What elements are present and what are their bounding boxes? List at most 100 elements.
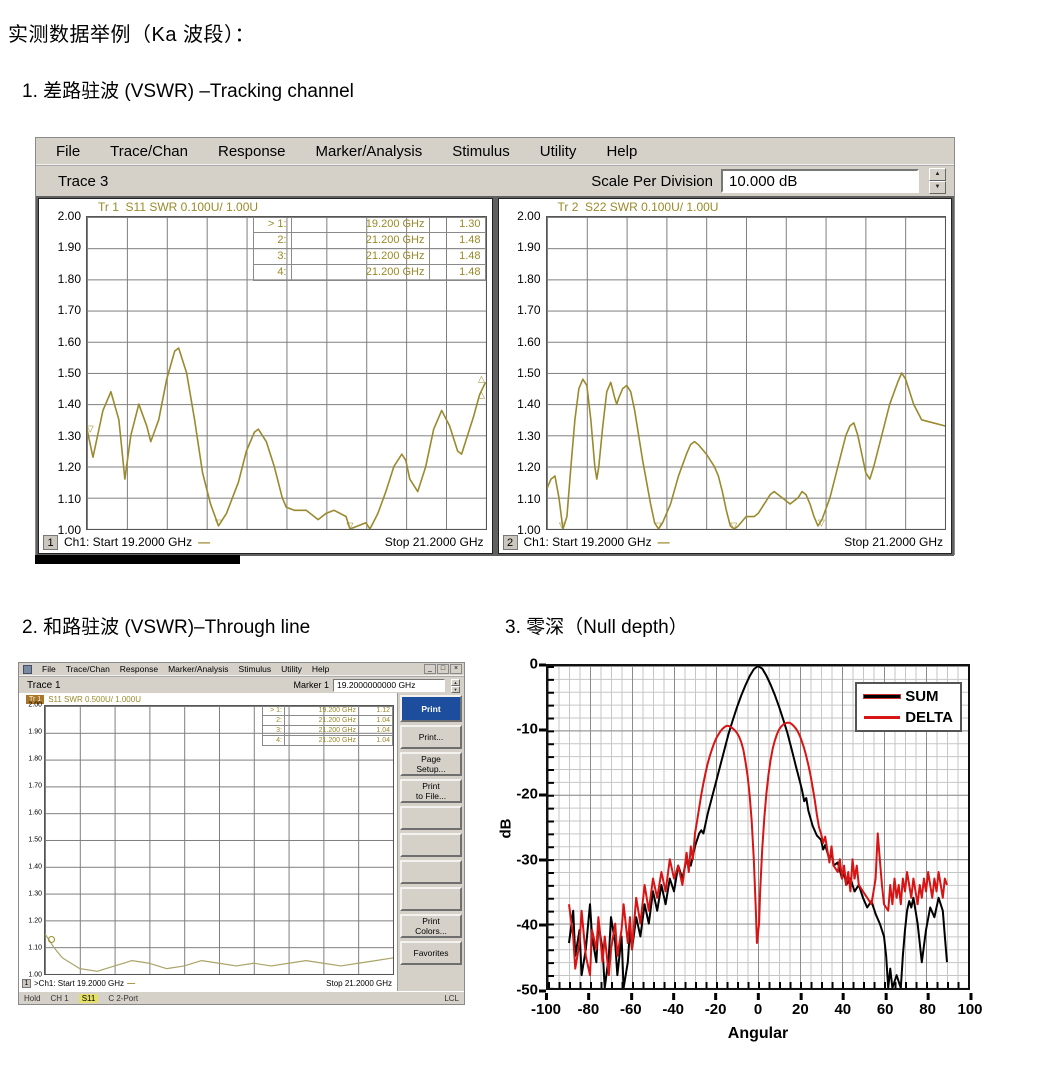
y-tick-1: 1.90	[57, 240, 81, 255]
marker-row: 3: 21.200 GHz 1.48	[252, 249, 486, 265]
marker-triangle-icon	[478, 390, 485, 399]
marker-number: 2:	[252, 233, 292, 249]
y-tick-5: 1.50	[517, 366, 541, 380]
marker-triangle-icon	[215, 518, 222, 527]
y-tick-0: 2.00	[517, 209, 541, 223]
channel-1-button[interactable]: 1	[43, 534, 58, 550]
s11-trace	[87, 217, 486, 529]
softkey-button-6[interactable]	[400, 860, 462, 884]
y-tick-0: 2.00	[28, 701, 42, 709]
y-tick-label-3: -30	[516, 851, 546, 869]
trace-header-text: S11 SWR 0.500U/ 1.000U	[48, 695, 141, 704]
y-tick-2: 1.80	[517, 271, 541, 286]
window-button-0[interactable]: _	[424, 664, 436, 674]
y-tick-label-5: -50	[516, 981, 546, 999]
panel-s22-body: 2.00 1.90 1.80 1.70 1.60 1.50 1.40 1.30 1.20 1.10…	[500, 209, 946, 537]
stepper-up-icon[interactable]: ▲	[451, 678, 460, 686]
y-tick-9: 1.10	[57, 491, 81, 506]
status-lcl: LCL	[444, 993, 459, 1003]
marker-value: 1.48	[428, 249, 486, 265]
s11-trace	[45, 706, 393, 974]
menu-item-1[interactable]: Trace/Chan	[65, 664, 110, 674]
marker-row: 4: 21.200 GHz 1.48	[252, 265, 486, 281]
softkey-button-4[interactable]	[400, 806, 462, 830]
marker-number: 3:	[262, 726, 285, 736]
menu-item-5[interactable]: Utility	[539, 142, 577, 160]
section-1-heading: 1. 差路驻波 (VSWR) –Tracking channel	[22, 81, 354, 102]
menu-item-3[interactable]: Marker/Analysis	[315, 142, 423, 160]
marker-triangle-icon	[478, 375, 485, 384]
y-tick-3: 1.70	[57, 303, 81, 318]
y-tick-label-2: -20	[516, 785, 546, 803]
legend-entry-sum: SUM	[863, 688, 953, 705]
marker-triangle-icon	[87, 425, 94, 434]
y-tick-10: 1.00	[28, 971, 42, 979]
softkey-button-9[interactable]: Favorites	[400, 941, 462, 965]
softkey-button-0[interactable]: Print	[400, 695, 462, 722]
marker-frequency: 21.200 GHz	[284, 736, 359, 746]
softkey-button-8[interactable]: Print Colors...	[400, 914, 462, 938]
scale-value-input[interactable]: 10.000 dB	[721, 169, 919, 193]
menu-item-2[interactable]: Response	[217, 142, 286, 160]
menu-item-0[interactable]: File	[56, 142, 81, 160]
softkey-button-1[interactable]: Print...	[400, 725, 462, 749]
scale-group: Scale Per Division 10.000 dB ▲ ▼	[591, 168, 946, 194]
softkey-button-7[interactable]	[400, 887, 462, 911]
menu-item-6[interactable]: Help	[606, 142, 638, 160]
y-tick-10: 1.00	[57, 523, 81, 537]
x-tick-label-6: 20	[792, 993, 809, 1018]
plot-footer: 1 >Ch1: Start 19.2000 GHz — Stop 21.2000…	[20, 977, 394, 990]
menu-item-6[interactable]: Help	[311, 664, 330, 674]
y-tick-label-0: 0	[529, 655, 547, 673]
softkey-button-5[interactable]	[400, 833, 462, 857]
softkey-button-2[interactable]: Page Setup...	[400, 752, 462, 776]
marker-number: > 1:	[252, 217, 292, 233]
menu-item-4[interactable]: Stimulus	[238, 664, 272, 674]
window-controls: _ □ ×	[424, 664, 464, 674]
menu-item-0[interactable]: File	[42, 664, 56, 674]
marker-row: 4: 21.200 GHz 1.04	[262, 736, 393, 746]
x-tick-label-2: -60	[619, 993, 642, 1018]
status-bar: Hold CH 1 S11 C 2-Port LCL	[19, 991, 464, 1004]
null-depth-chart: 0 -10 -20 -30 -40 -50 SUM DELTA -100 -80 -60 -40…	[498, 652, 1048, 1062]
panel-s11: Tr 1 S11 SWR 0.100U/ 1.00U 2.00 1.90 1.80 1…	[38, 198, 493, 554]
menu-item-4[interactable]: Stimulus	[452, 142, 510, 160]
menu-item-1[interactable]: Trace/Chan	[110, 142, 188, 160]
marker-readout-table: > 1: 19.200 GHz 1.30 2: 21.200 GHz 1.48 …	[252, 217, 486, 281]
status-cal: C 2-Port	[108, 993, 139, 1003]
stop-frequency-label: Stop 21.2000 GHz	[844, 535, 943, 549]
marker-number: 4:	[252, 265, 292, 281]
stepper-up-icon[interactable]: ▲	[929, 168, 946, 181]
x-tick-label-7: 40	[834, 993, 852, 1018]
marker-value: 1.12	[358, 706, 393, 716]
y-tick-6: 1.40	[517, 397, 541, 412]
start-frequency-label: Ch1: Start 19.2000 GHz	[523, 535, 652, 549]
menu-item-2[interactable]: Response	[119, 664, 159, 674]
marker-1-label: Marker 1	[293, 680, 329, 690]
scale-stepper[interactable]: ▲ ▼	[929, 168, 946, 194]
channel-2-button[interactable]: 2	[502, 534, 518, 550]
plot-grid-s22	[545, 216, 946, 530]
marker-frequency-input[interactable]: 19.2000000000 GHz	[333, 678, 445, 692]
marker-value: 1.30	[428, 217, 486, 233]
stop-frequency-label: Stop 21.2000 GHz	[326, 979, 392, 988]
marker-value: 1.04	[358, 716, 393, 726]
window-button-1[interactable]: □	[437, 664, 449, 674]
legend-label: DELTA	[905, 709, 953, 726]
marker-stepper[interactable]: ▲ ▼	[451, 678, 460, 693]
delta-line-swatch-icon	[864, 716, 901, 719]
x-tick-label-10: 100	[957, 993, 983, 1018]
menu-item-3[interactable]: Marker/Analysis	[168, 664, 229, 674]
stepper-down-icon[interactable]: ▼	[929, 181, 946, 194]
plot-panels: Tr 1 S11 SWR 0.100U/ 1.00U 2.00 1.90 1.80 1…	[36, 196, 954, 556]
softkey-button-3[interactable]: Print to File...	[400, 779, 462, 803]
trace-2-header: Tr 2 S22 SWR 0.100U/ 1.00U	[557, 200, 719, 214]
softkey-sidebar: Print Print... Page Setup... Print to File.…	[398, 693, 464, 991]
plot-area: SUM DELTA	[546, 664, 970, 990]
channel-1-button[interactable]: 1	[22, 979, 31, 988]
marker-triangle-icon	[818, 518, 825, 527]
window-button-2[interactable]: ×	[450, 664, 462, 674]
vna-window-through-line: File Trace/Chan Response Marker/Analysis Sti…	[18, 662, 465, 1005]
menu-item-5[interactable]: Utility	[281, 664, 302, 674]
stepper-down-icon[interactable]: ▼	[451, 685, 460, 693]
